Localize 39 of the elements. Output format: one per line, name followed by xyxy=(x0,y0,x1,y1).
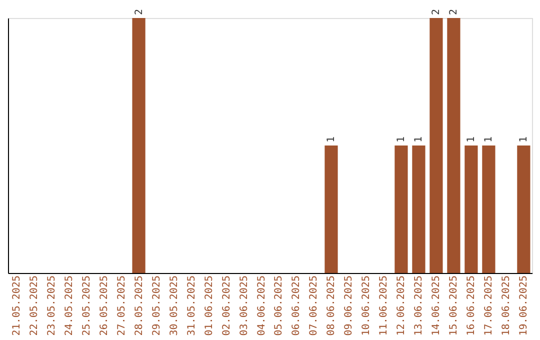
x-tick-label: 02.06.2025 xyxy=(221,276,232,336)
x-tick-label: 10.06.2025 xyxy=(361,276,372,336)
x-tick-label: 14.06.2025 xyxy=(431,276,442,336)
x-tick-label: 29.05.2025 xyxy=(151,276,162,336)
data-label: 2 xyxy=(448,8,460,15)
data-label: 1 xyxy=(484,136,495,142)
x-tick-label: 25.05.2025 xyxy=(81,276,92,336)
data-label: 2 xyxy=(431,8,442,15)
x-tick-label: 30.05.2025 xyxy=(168,276,180,336)
x-tick-label: 21.05.2025 xyxy=(11,276,22,336)
x-tick-label: 06.06.2025 xyxy=(291,276,302,336)
x-tick-label: 12.06.2025 xyxy=(396,276,408,336)
x-tick-label: 16.06.2025 xyxy=(466,276,478,336)
data-label: 2 xyxy=(134,8,145,15)
x-tick-label: 31.05.2025 xyxy=(186,276,198,336)
x-tick-label: 28.05.2025 xyxy=(134,276,145,336)
data-label: 1 xyxy=(396,136,408,142)
x-tick-label: 07.06.2025 xyxy=(308,276,320,336)
x-tick-label: 13.06.2025 xyxy=(414,276,425,336)
x-tick-label: 11.06.2025 xyxy=(378,276,390,336)
data-label: 1 xyxy=(414,136,425,142)
x-tick-label: 08.06.2025 xyxy=(326,276,338,336)
x-tick-label: 22.05.2025 xyxy=(28,276,40,336)
x-tick-label: 15.06.2025 xyxy=(448,276,460,336)
data-label: 1 xyxy=(326,136,338,142)
x-tick-label: 04.06.2025 xyxy=(256,276,268,336)
x-tick-label: 17.06.2025 xyxy=(484,276,495,336)
x-tick-label: 01.06.2025 xyxy=(204,276,215,336)
x-tick-label: 23.05.2025 xyxy=(46,276,58,336)
data-label: 1 xyxy=(466,136,478,142)
x-tick-label: 09.06.2025 xyxy=(344,276,355,336)
x-tick-label: 05.06.2025 xyxy=(274,276,285,336)
x-tick-label: 19.06.2025 xyxy=(518,276,530,336)
x-tick-label: 26.05.2025 xyxy=(98,276,110,336)
x-tick-label: 24.05.2025 xyxy=(64,276,75,336)
x-tick-label: 18.06.2025 xyxy=(501,276,512,336)
x-tick-label: 27.05.2025 xyxy=(116,276,128,336)
x-tick-label: 03.06.2025 xyxy=(238,276,250,336)
data-label: 1 xyxy=(518,136,530,142)
